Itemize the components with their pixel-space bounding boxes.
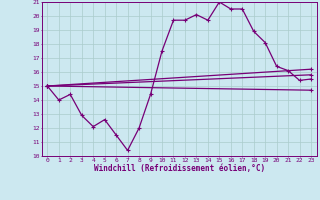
X-axis label: Windchill (Refroidissement éolien,°C): Windchill (Refroidissement éolien,°C) [94,164,265,173]
